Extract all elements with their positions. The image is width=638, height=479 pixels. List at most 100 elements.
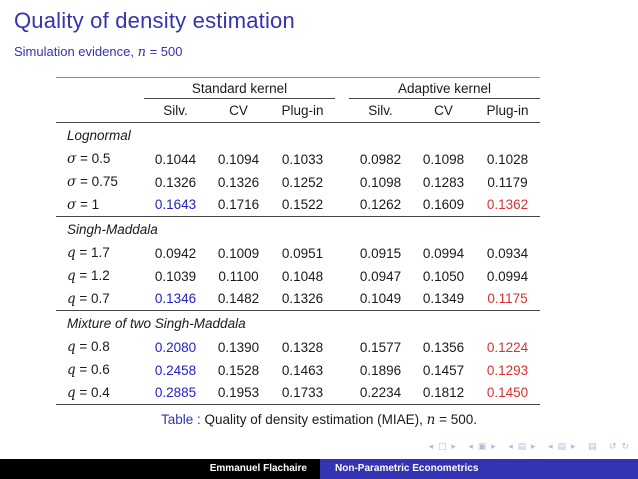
cell-value: 0.1293 [486, 362, 529, 378]
caption-math-var: n [426, 412, 436, 428]
col-header-silv-std: Silv. [144, 98, 207, 123]
cell-value: 0.1346 [144, 287, 207, 311]
cell-value: 0.1048 [281, 268, 324, 284]
cell-value: 0.1326 [154, 174, 197, 190]
group-gap [335, 242, 349, 265]
empty-corner-cell [56, 98, 144, 123]
cell-value: 0.1609 [412, 193, 475, 217]
cell-value: 0.1039 [154, 268, 197, 284]
cell-value: 0.1896 [359, 362, 402, 378]
section-title: Lognormal [67, 127, 131, 143]
row-label-value: = 1 [76, 196, 100, 212]
cell-value: 0.1349 [412, 287, 475, 311]
table-row: q = 0.8 0.2080 0.1390 0.1328 0.1577 0.13… [56, 336, 540, 359]
row-label-value: = 0.75 [76, 174, 118, 189]
cell-value: 0.0982 [359, 151, 402, 167]
row-label-value: = 1.2 [75, 268, 110, 283]
subtitle-math-var: n [137, 45, 146, 60]
row-label-var: q [67, 290, 76, 307]
cell-value: 0.0951 [281, 245, 324, 261]
cell-value: 0.1812 [412, 381, 475, 405]
row-label: q = 1.2 [56, 265, 144, 288]
group-gap [335, 98, 349, 123]
row-label-value: = 0.7 [75, 290, 110, 306]
cell-value: 0.1390 [217, 339, 260, 355]
row-label-value: = 1.7 [75, 245, 110, 260]
cell-value: 0.1522 [270, 193, 335, 217]
col-header-silv-adapt: Silv. [349, 98, 412, 123]
cell-value: 0.1450 [475, 381, 540, 405]
cell-value: 0.1457 [422, 362, 465, 378]
cell-value: 0.1224 [486, 339, 529, 355]
cell-value: 0.2458 [154, 362, 197, 378]
row-label: q = 0.7 [56, 287, 144, 311]
cell-value: 0.1733 [270, 381, 335, 405]
table-row: σ = 1 0.1643 0.1716 0.1522 0.1262 0.1609… [56, 193, 540, 217]
footer-author-box: Emmanuel Flachaire [0, 459, 320, 479]
col-header-plugin-std: Plug-in [270, 98, 335, 123]
subtitle-text: Simulation evidence, [14, 44, 138, 59]
cell-value: 0.0947 [359, 268, 402, 284]
caption-value: = 500. [435, 412, 477, 427]
row-label-var: q [67, 384, 76, 401]
cell-value: 0.1252 [281, 174, 324, 190]
section-header-singh-maddala: Singh-Maddala [56, 217, 540, 242]
table-row: q = 0.7 0.1346 0.1482 0.1326 0.1049 0.13… [56, 287, 540, 311]
row-label-var: σ [67, 174, 77, 190]
footer-course-box: Non-Parametric Econometrics [320, 459, 638, 479]
group-header-adaptive-kernel: Adaptive kernel [349, 77, 540, 99]
cell-value: 0.1179 [487, 174, 528, 190]
cell-value: 0.1050 [422, 268, 465, 284]
cell-value: 0.1953 [207, 381, 270, 405]
cell-value: 0.1528 [217, 362, 260, 378]
navigation-symbols-icon[interactable]: ◂ □ ▸ ◂ ▣ ▸ ◂ ▤ ▸ ◂ ▤ ▸ ▤ ↺ ↻ [428, 442, 630, 452]
row-label-var: σ [67, 151, 77, 167]
row-label-var: q [67, 362, 76, 378]
cell-value: 0.1028 [486, 151, 529, 167]
col-header-cv-std: CV [207, 98, 270, 123]
row-label: σ = 0.75 [56, 171, 144, 194]
row-label-var: q [67, 245, 76, 261]
column-header-row: Silv. CV Plug-in Silv. CV Plug-in [56, 98, 540, 123]
table-row: σ = 0.75 0.1326 0.1326 0.1252 0.1098 0.1… [56, 171, 540, 194]
cell-value: 0.1326 [217, 174, 260, 190]
empty-corner-cell [56, 78, 144, 99]
footer-course-title: Non-Parametric Econometrics [335, 463, 479, 474]
table-row: q = 1.7 0.0942 0.1009 0.0951 0.0915 0.09… [56, 242, 540, 265]
table-row: q = 1.2 0.1039 0.1100 0.1048 0.0947 0.10… [56, 265, 540, 288]
slide-subtitle: Simulation evidence, n = 500 [14, 44, 182, 60]
group-header-standard-kernel: Standard kernel [144, 77, 335, 99]
cell-value: 0.1643 [144, 193, 207, 217]
cell-value: 0.1326 [270, 287, 335, 311]
cell-value: 0.1009 [217, 245, 260, 261]
row-label-value: = 0.5 [76, 151, 111, 166]
group-gap [335, 78, 349, 99]
row-label: σ = 1 [56, 193, 144, 217]
table-row: σ = 0.5 0.1044 0.1094 0.1033 0.0982 0.10… [56, 148, 540, 171]
subtitle-value: = 500 [145, 44, 183, 59]
cell-value: 0.1356 [422, 339, 465, 355]
cell-value: 0.1283 [422, 174, 465, 190]
col-header-plugin-adapt: Plug-in [475, 98, 540, 123]
col-header-cv-adapt: CV [412, 98, 475, 123]
row-label-var: σ [67, 196, 77, 213]
row-label: q = 1.7 [56, 242, 144, 265]
row-label: q = 0.4 [56, 381, 144, 405]
table-row: q = 0.4 0.2885 0.1953 0.1733 0.2234 0.18… [56, 381, 540, 405]
caption-text: Quality of density estimation (MIAE), [200, 412, 427, 427]
cell-value: 0.1262 [349, 193, 412, 217]
cell-value: 0.1362 [475, 193, 540, 217]
group-gap [335, 336, 349, 359]
table-caption: Table : Quality of density estimation (M… [0, 412, 638, 428]
cell-value: 0.0934 [486, 245, 529, 261]
cell-value: 0.2885 [144, 381, 207, 405]
cell-value: 0.0942 [154, 245, 197, 261]
cell-value: 0.1098 [422, 151, 465, 167]
section-header-lognormal: Lognormal [56, 123, 540, 148]
results-table: Standard kernel Adaptive kernel Silv. CV… [56, 77, 540, 405]
row-label-value: = 0.4 [75, 384, 110, 400]
cell-value: 0.1100 [218, 268, 259, 284]
cell-value: 0.1463 [281, 362, 324, 378]
cell-value: 0.0994 [422, 245, 465, 261]
